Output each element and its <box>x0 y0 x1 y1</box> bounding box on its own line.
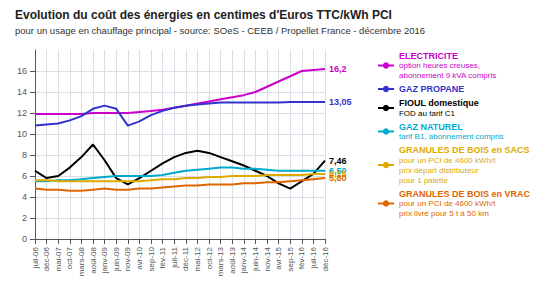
svg-text:juil-06: juil-06 <box>31 246 40 269</box>
svg-text:GRANULES DE BOIS en SACS: GRANULES DE BOIS en SACS <box>399 145 530 155</box>
svg-text:oct-07: oct-07 <box>65 246 74 269</box>
svg-text:pour 1 palette: pour 1 palette <box>399 176 448 185</box>
svg-text:FOD au tarif C1: FOD au tarif C1 <box>399 109 456 118</box>
svg-text:option heures creuses,: option heures creuses, <box>399 61 480 70</box>
svg-text:déc-16: déc-16 <box>321 246 330 271</box>
svg-text:12: 12 <box>17 108 27 118</box>
svg-text:6: 6 <box>22 171 27 181</box>
svg-text:mai-07: mai-07 <box>54 246 63 271</box>
svg-text:avr-15: avr-15 <box>274 246 283 269</box>
svg-text:janv-14: janv-14 <box>239 246 248 274</box>
svg-text:nov-14: nov-14 <box>263 246 272 271</box>
svg-text:7,46: 7,46 <box>329 156 347 166</box>
svg-text:mars-13: mars-13 <box>216 246 225 276</box>
svg-text:janv-09: janv-09 <box>100 246 109 274</box>
svg-text:16: 16 <box>17 66 27 76</box>
svg-text:13,05: 13,05 <box>329 97 352 107</box>
svg-text:GRANULES DE BOIS en VRAC: GRANULES DE BOIS en VRAC <box>399 189 531 199</box>
svg-text:GAZ PROPANE: GAZ PROPANE <box>399 84 464 94</box>
svg-text:juil-11: juil-11 <box>170 246 179 268</box>
svg-text:FIOUL domestique: FIOUL domestique <box>399 98 479 108</box>
svg-text:2: 2 <box>22 213 27 223</box>
svg-text:5,80: 5,80 <box>329 173 347 183</box>
svg-text:déc-06: déc-06 <box>42 246 51 271</box>
svg-text:aoûl-13: aoûl-13 <box>228 246 237 273</box>
svg-text:GAZ NATUREL: GAZ NATUREL <box>399 122 463 132</box>
svg-text:juil-16: juil-16 <box>309 246 318 269</box>
svg-text:ELECTRICITE: ELECTRICITE <box>399 51 458 61</box>
svg-text:Evolution du coût des énergies: Evolution du coût des énergies en centim… <box>15 8 392 22</box>
svg-text:oct-12: oct-12 <box>205 246 214 269</box>
svg-text:aoûl-08: aoûl-08 <box>89 246 98 273</box>
svg-text:prix livré pour 5 t à 50 km: prix livré pour 5 t à 50 km <box>399 209 489 218</box>
svg-text:0: 0 <box>22 234 27 244</box>
svg-text:sep-15: sep-15 <box>286 246 295 271</box>
svg-text:pour un PCI de 4600 kWh/t: pour un PCI de 4600 kWh/t <box>399 199 496 208</box>
svg-text:14: 14 <box>17 87 27 97</box>
svg-text:fév-11: fév-11 <box>158 246 167 268</box>
svg-text:nov-09: nov-09 <box>123 246 132 271</box>
svg-text:8: 8 <box>22 150 27 160</box>
svg-text:juin-14: juin-14 <box>251 246 260 272</box>
svg-text:pour un PCI de 4600 kWh/t: pour un PCI de 4600 kWh/t <box>399 156 496 165</box>
svg-text:déc-11: déc-11 <box>181 246 190 270</box>
svg-text:mars-08: mars-08 <box>77 246 86 276</box>
svg-text:pour un usage en chauffage pri: pour un usage en chauffage principal - s… <box>15 25 425 36</box>
svg-text:abonnement 9 kVA compris: abonnement 9 kVA compris <box>399 71 496 80</box>
svg-text:juin-09: juin-09 <box>112 246 121 272</box>
svg-text:mai-12: mai-12 <box>193 246 202 271</box>
svg-text:16,2: 16,2 <box>329 64 347 74</box>
svg-text:4: 4 <box>22 192 27 202</box>
svg-text:prix départ distributeur: prix départ distributeur <box>399 166 479 175</box>
svg-text:fév-16: fév-16 <box>297 246 306 269</box>
svg-text:10: 10 <box>17 129 27 139</box>
svg-text:tarif B1, abonnement compris: tarif B1, abonnement compris <box>399 132 504 141</box>
svg-text:avr-10: avr-10 <box>135 246 144 269</box>
svg-text:sep-10: sep-10 <box>147 246 156 271</box>
